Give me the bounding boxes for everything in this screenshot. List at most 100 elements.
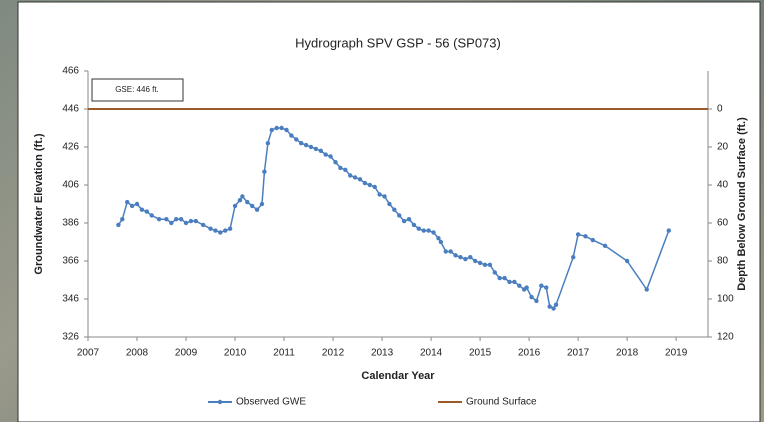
x-tick-label: 2018 [616, 348, 639, 359]
x-tick-label: 2010 [224, 348, 247, 359]
data-point [309, 145, 313, 149]
x-tick-label: 2012 [322, 348, 345, 359]
data-point [591, 238, 595, 242]
data-point [412, 223, 416, 227]
data-point [157, 217, 161, 221]
data-point [387, 202, 391, 206]
data-point [348, 173, 352, 177]
data-point [194, 219, 198, 223]
data-point [294, 137, 298, 141]
x-tick-label: 2008 [126, 348, 149, 359]
data-point [397, 213, 401, 217]
chart-panel [18, 2, 760, 422]
data-point [343, 168, 347, 172]
x-tick-label: 2009 [175, 348, 198, 359]
x-tick-label: 2015 [469, 348, 492, 359]
data-point [274, 126, 278, 130]
data-point [169, 221, 173, 225]
data-point [407, 217, 411, 221]
data-point [544, 285, 548, 289]
x-tick-label: 2019 [665, 348, 688, 359]
data-point [583, 234, 587, 238]
data-point [417, 227, 421, 231]
y-tick-label: 326 [62, 332, 79, 343]
data-point [164, 217, 168, 221]
data-point [458, 255, 462, 259]
annotation: GSE: 446 ft. [115, 85, 159, 94]
data-point [189, 219, 193, 223]
data-point [262, 170, 266, 174]
data-point [363, 181, 367, 185]
data-point [238, 198, 242, 202]
data-point [448, 249, 452, 253]
data-point [603, 244, 607, 248]
y-tick-label: 426 [62, 142, 79, 153]
screenshot: Hydrograph SPV GSP - 56 (SP073) Calendar… [0, 0, 764, 422]
y-tick-label: 346 [62, 294, 79, 305]
data-point [645, 287, 649, 291]
data-point [319, 149, 323, 153]
data-point [223, 228, 227, 232]
x-tick-label: 2011 [273, 348, 295, 359]
data-point [240, 194, 244, 198]
data-point [439, 240, 443, 244]
data-point [444, 249, 448, 253]
y2-tick-label: 60 [717, 218, 729, 229]
y2-tick-label: 20 [717, 142, 729, 153]
data-point [145, 209, 149, 213]
y-tick-label: 466 [62, 66, 79, 77]
data-point [551, 306, 555, 310]
data-point [255, 208, 259, 212]
y2-tick-label: 120 [717, 332, 734, 343]
data-point [358, 177, 362, 181]
data-point [431, 230, 435, 234]
data-point [289, 133, 293, 137]
data-point [130, 204, 134, 208]
data-point [571, 255, 575, 259]
x-tick-label: 2007 [77, 348, 100, 359]
y-axis-title: Groundwater Elevation (ft.) [33, 133, 45, 275]
y2-axis-title: Depth Below Ground Surface (ft.) [736, 117, 748, 291]
data-point [284, 128, 288, 132]
data-point [328, 154, 332, 158]
data-point [338, 166, 342, 170]
legend-label: Observed GWE [236, 397, 306, 408]
data-point [368, 183, 372, 187]
data-point [554, 303, 558, 307]
data-point [270, 128, 274, 132]
chart-title: Hydrograph SPV GSP - 56 (SP073) [295, 35, 501, 50]
y-tick-label: 386 [62, 218, 79, 229]
data-point [333, 160, 337, 164]
y2-tick-label: 40 [717, 180, 729, 191]
legend-marker [218, 400, 222, 404]
x-tick-label: 2014 [420, 348, 443, 359]
data-point [497, 276, 501, 280]
data-point [184, 221, 188, 225]
data-point [125, 200, 129, 204]
data-point [377, 192, 381, 196]
y2-tick-label: 80 [717, 256, 729, 267]
data-point [116, 223, 120, 227]
data-point [373, 185, 377, 189]
data-point [208, 227, 212, 231]
y-tick-label: 446 [62, 104, 79, 115]
data-point [266, 141, 270, 145]
data-point [250, 204, 254, 208]
data-point [547, 304, 551, 308]
data-point [502, 276, 506, 280]
data-point [392, 208, 396, 212]
data-point [625, 259, 629, 263]
data-point [463, 257, 467, 261]
y2-tick-label: 0 [717, 104, 723, 115]
data-point [468, 255, 472, 259]
data-point [534, 299, 538, 303]
data-point [422, 228, 426, 232]
data-point [304, 143, 308, 147]
legend-label: Ground Surface [466, 397, 537, 408]
data-point [529, 295, 533, 299]
chart: Hydrograph SPV GSP - 56 (SP073) Calendar… [0, 0, 764, 422]
data-point [576, 232, 580, 236]
data-point [478, 261, 482, 265]
data-point [667, 228, 671, 232]
data-point [314, 147, 318, 151]
